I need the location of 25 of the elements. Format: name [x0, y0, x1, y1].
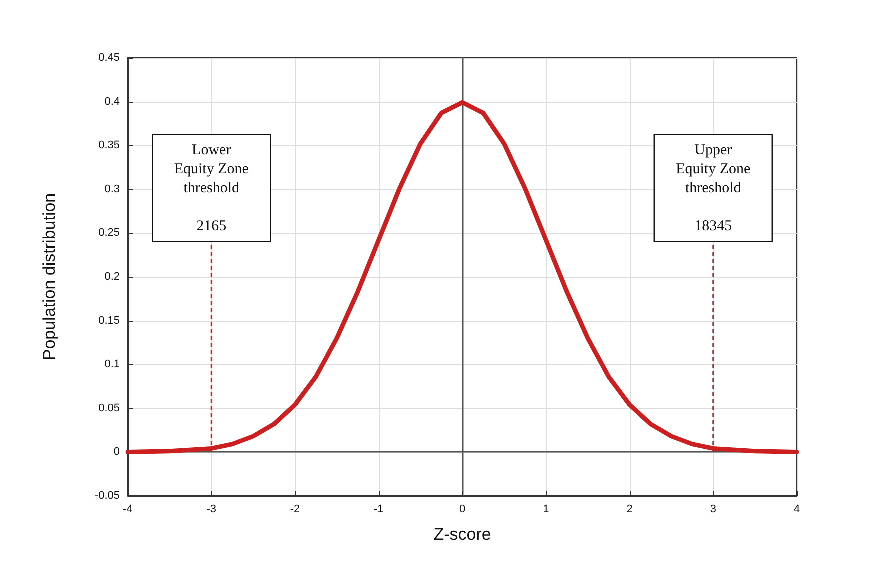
text: Lower Equity Zone threshold 2165 [174, 142, 249, 234]
x-tick-label: -3 [206, 504, 217, 516]
x-tick-label: -2 [290, 504, 300, 516]
y-tick-label: 0.3 [104, 183, 120, 196]
x-tick-label: -1 [374, 504, 384, 516]
x-tick-label: -4 [123, 504, 133, 516]
line-series [126, 100, 800, 454]
y-axis-title: Population distribution [40, 193, 59, 361]
x-tick-label: 3 [710, 504, 716, 516]
x-axis-title: Z-score [434, 525, 492, 544]
y-tick-label: 0.35 [98, 140, 120, 152]
y-tick-label: 0.05 [98, 402, 120, 414]
y-tick-label: 0.25 [98, 227, 120, 240]
text: Upper Equity Zone threshold 18345 [676, 142, 751, 234]
y-tick-label: -0.05 [94, 490, 120, 502]
y-tick-label: 0.1 [104, 358, 120, 371]
x-tick-label: 0 [459, 504, 466, 516]
y-tick-label: 0.4 [104, 96, 120, 108]
x-tick-label: 4 [794, 504, 800, 516]
y-tick-label: 0 [114, 446, 120, 458]
x-tick-label: 1 [543, 504, 550, 516]
x-tick-label: 2 [626, 504, 633, 516]
y-tick-label: 0.15 [98, 314, 120, 327]
y-tick-label: 0.2 [104, 271, 120, 283]
y-tick-label: 0.45 [98, 52, 120, 64]
